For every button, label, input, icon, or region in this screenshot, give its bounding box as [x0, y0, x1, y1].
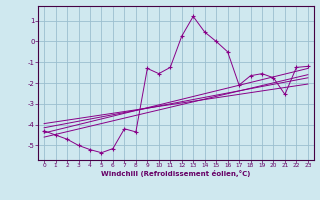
X-axis label: Windchill (Refroidissement éolien,°C): Windchill (Refroidissement éolien,°C) — [101, 170, 251, 177]
